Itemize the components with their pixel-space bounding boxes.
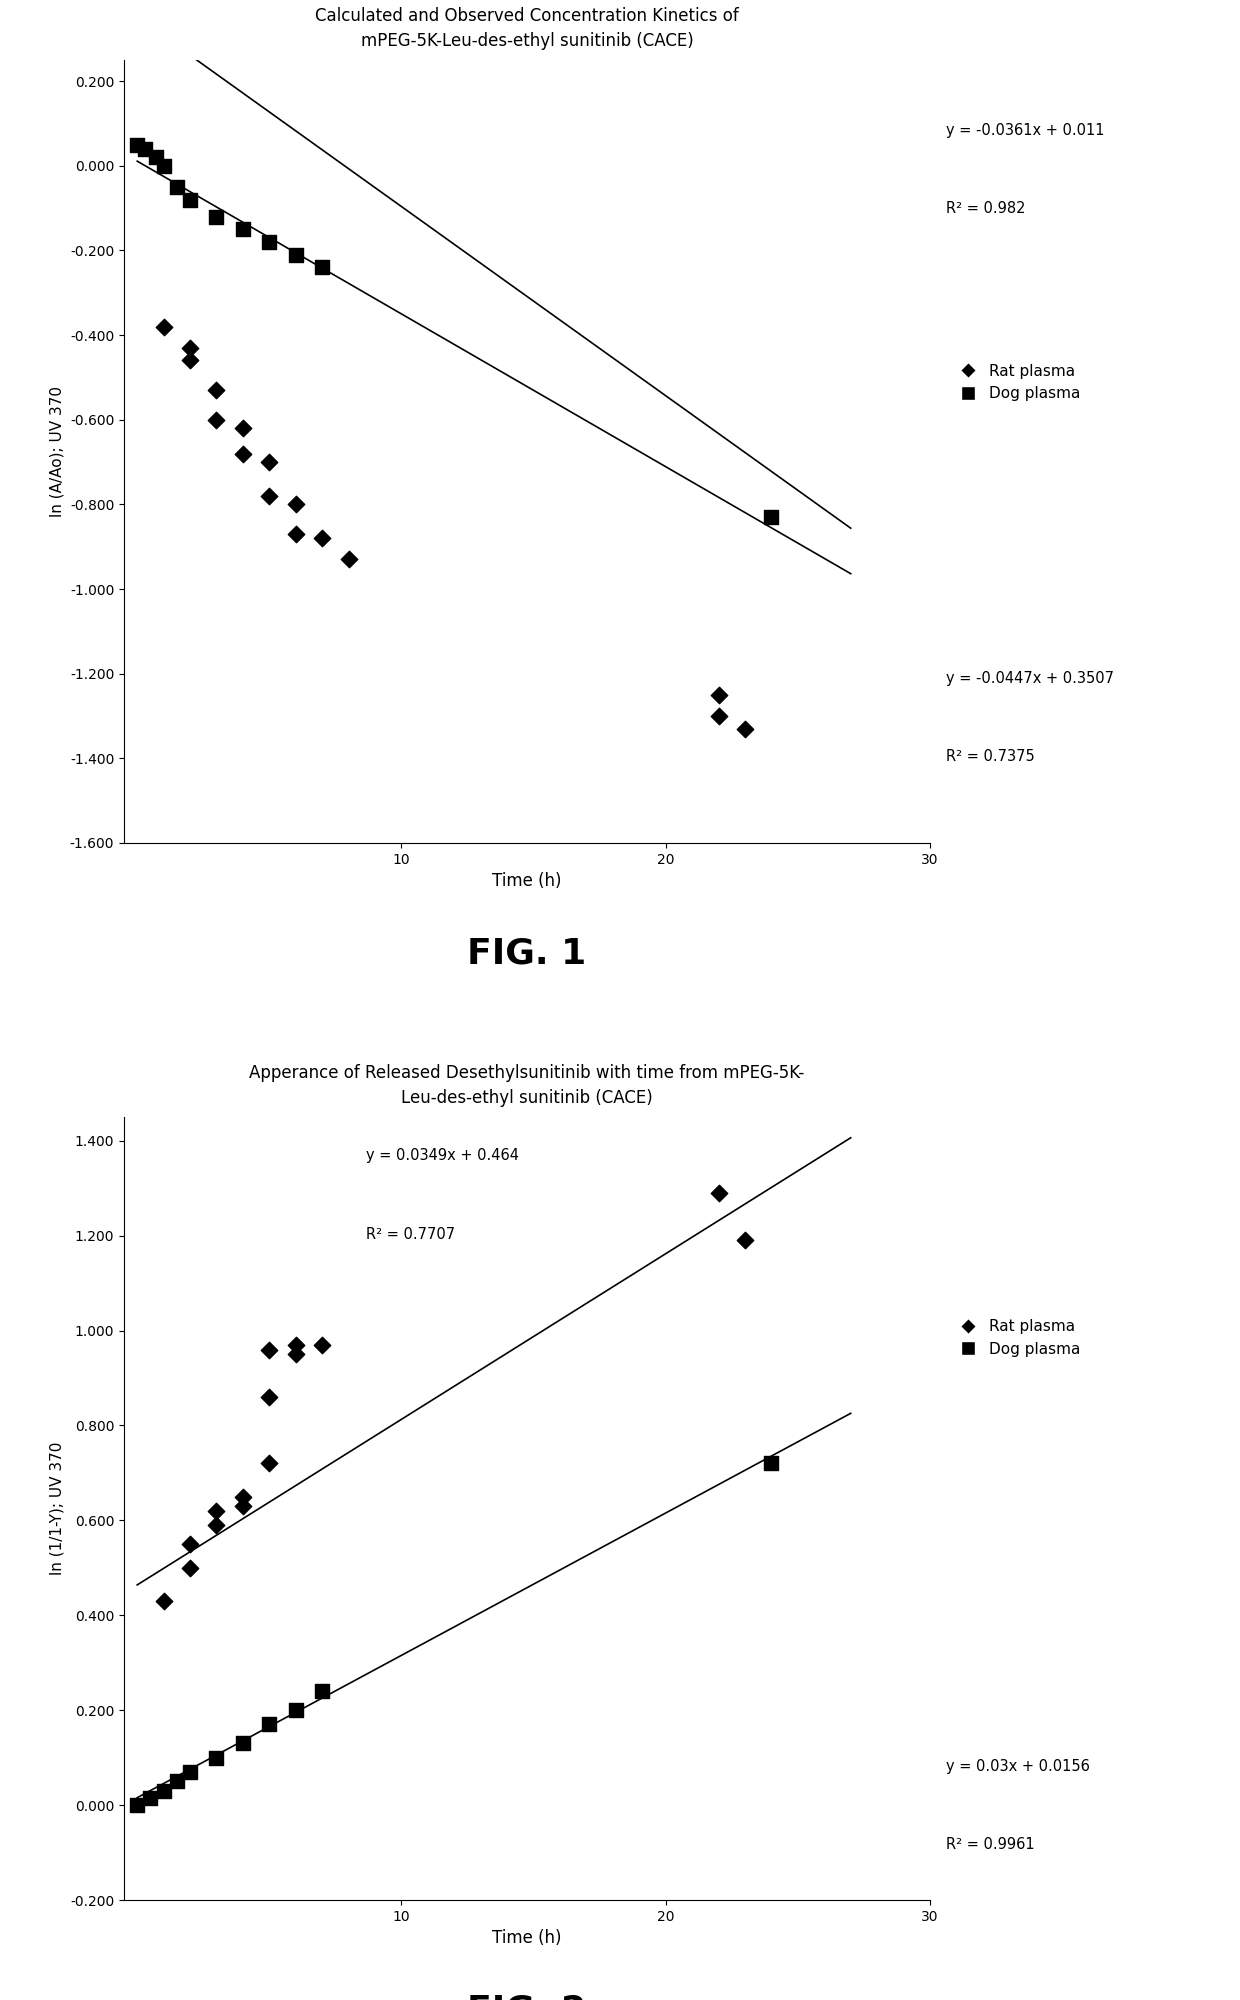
Point <box>709 678 729 710</box>
Point <box>140 1782 160 1814</box>
Point <box>259 226 279 258</box>
Point <box>154 1774 174 1806</box>
Point <box>761 1448 781 1480</box>
Point <box>128 1790 148 1822</box>
Point <box>180 1552 200 1584</box>
Point <box>233 1490 253 1522</box>
Point <box>233 438 253 470</box>
Point <box>286 238 306 270</box>
Text: y = -0.0361x + 0.011: y = -0.0361x + 0.011 <box>946 122 1105 138</box>
Point <box>286 518 306 550</box>
Point <box>207 200 227 232</box>
Point <box>180 332 200 364</box>
Point <box>709 700 729 732</box>
Point <box>233 1728 253 1760</box>
Text: FIG. 1: FIG. 1 <box>467 936 587 970</box>
Point <box>259 1448 279 1480</box>
Point <box>180 1756 200 1788</box>
Point <box>286 1328 306 1360</box>
X-axis label: Time (h): Time (h) <box>492 872 562 890</box>
Title: Apperance of Released Desethylsunitinib with time from mPEG-5K-
Leu-des-ethyl su: Apperance of Released Desethylsunitinib … <box>249 1064 805 1108</box>
Point <box>207 374 227 406</box>
Point <box>207 1742 227 1774</box>
Text: y = 0.0349x + 0.464: y = 0.0349x + 0.464 <box>366 1148 518 1164</box>
Point <box>339 544 358 576</box>
Point <box>154 150 174 182</box>
Text: R² = 0.982: R² = 0.982 <box>946 200 1025 216</box>
X-axis label: Time (h): Time (h) <box>492 1930 562 1948</box>
Point <box>146 142 166 174</box>
Point <box>259 480 279 512</box>
Y-axis label: ln (A/Ao); UV 370: ln (A/Ao); UV 370 <box>50 386 64 516</box>
Point <box>207 404 227 436</box>
Point <box>312 1676 332 1708</box>
Point <box>259 1380 279 1412</box>
Point <box>207 1510 227 1542</box>
Point <box>154 1586 174 1618</box>
Text: y = -0.0447x + 0.3507: y = -0.0447x + 0.3507 <box>946 670 1114 686</box>
Point <box>167 1766 187 1798</box>
Point <box>259 1334 279 1366</box>
Point <box>180 1528 200 1560</box>
Text: R² = 0.7707: R² = 0.7707 <box>366 1226 455 1242</box>
Point <box>259 1708 279 1740</box>
Point <box>761 502 781 534</box>
Point <box>312 522 332 554</box>
Point <box>286 488 306 520</box>
Text: R² = 0.7375: R² = 0.7375 <box>946 750 1035 764</box>
Point <box>135 132 155 164</box>
Point <box>233 214 253 246</box>
Y-axis label: ln (1/1-Y); UV 370: ln (1/1-Y); UV 370 <box>50 1442 64 1576</box>
Point <box>286 1338 306 1370</box>
Text: R² = 0.9961: R² = 0.9961 <box>946 1838 1034 1852</box>
Legend: Rat plasma, Dog plasma: Rat plasma, Dog plasma <box>946 358 1086 408</box>
Point <box>180 344 200 376</box>
Text: FIG. 2: FIG. 2 <box>467 1994 587 2000</box>
Text: y = 0.03x + 0.0156: y = 0.03x + 0.0156 <box>946 1760 1090 1774</box>
Point <box>207 1494 227 1526</box>
Legend: Rat plasma, Dog plasma: Rat plasma, Dog plasma <box>946 1312 1086 1362</box>
Point <box>233 1480 253 1512</box>
Point <box>180 184 200 216</box>
Point <box>259 446 279 478</box>
Point <box>735 1224 755 1256</box>
Point <box>709 1176 729 1208</box>
Point <box>233 412 253 444</box>
Point <box>312 1328 332 1360</box>
Point <box>735 712 755 744</box>
Title: Calculated and Observed Concentration Kinetics of
mPEG-5K-Leu-des-ethyl sunitini: Calculated and Observed Concentration Ki… <box>315 8 739 50</box>
Point <box>167 170 187 202</box>
Point <box>286 1694 306 1726</box>
Point <box>312 252 332 284</box>
Point <box>154 310 174 342</box>
Point <box>128 128 148 160</box>
